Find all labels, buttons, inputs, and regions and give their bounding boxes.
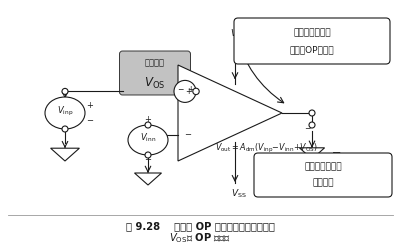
Circle shape xyxy=(62,126,68,132)
Text: $V_{\mathrm{DD}}$: $V_{\mathrm{DD}}$ xyxy=(230,28,248,40)
Circle shape xyxy=(174,80,196,102)
Ellipse shape xyxy=(45,97,85,129)
Circle shape xyxy=(145,122,151,128)
FancyBboxPatch shape xyxy=(234,18,390,64)
Circle shape xyxy=(309,122,315,128)
Polygon shape xyxy=(178,65,282,161)
Text: −: − xyxy=(144,155,152,164)
Text: +: + xyxy=(185,87,191,96)
Text: $V_{\mathrm{inn}}$: $V_{\mathrm{inn}}$ xyxy=(140,132,156,144)
FancyBboxPatch shape xyxy=(254,153,392,197)
Text: 失调电压的极性: 失调电压的极性 xyxy=(304,163,342,172)
Text: $V_{\mathrm{OS}}$: $V_{\mathrm{OS}}$ xyxy=(144,75,166,91)
Text: 没有失调电压的: 没有失调电压的 xyxy=(293,28,331,37)
Text: −: − xyxy=(184,130,192,139)
Text: $V_{\mathrm{SS}}$: $V_{\mathrm{SS}}$ xyxy=(231,187,247,199)
Text: $V_{\mathrm{out}}{=}A_{\mathrm{dm}}(V_{\mathrm{inp}}{-}V_{\mathrm{inn}}{+}V_{\ma: $V_{\mathrm{out}}{=}A_{\mathrm{dm}}(V_{\… xyxy=(215,141,318,155)
Ellipse shape xyxy=(128,125,168,155)
Text: 失调电压: 失调电压 xyxy=(145,59,165,67)
Text: +: + xyxy=(145,116,152,124)
Text: $V_{\mathrm{inp}}$: $V_{\mathrm{inp}}$ xyxy=(57,104,73,118)
Text: +: + xyxy=(87,100,93,110)
FancyBboxPatch shape xyxy=(119,51,190,95)
Circle shape xyxy=(145,152,151,158)
Text: −: − xyxy=(304,124,310,133)
Text: 可正可负: 可正可负 xyxy=(312,178,334,187)
Text: 图 9.28    理想的 OP 放大器与存在失调电压: 图 9.28 理想的 OP 放大器与存在失调电压 xyxy=(126,221,274,231)
Text: +: + xyxy=(187,85,193,94)
Text: −: − xyxy=(87,117,93,125)
Circle shape xyxy=(309,110,315,116)
Text: −: − xyxy=(177,85,183,94)
Circle shape xyxy=(193,88,199,94)
Circle shape xyxy=(62,88,68,94)
Text: 理想的OP放大器: 理想的OP放大器 xyxy=(290,45,334,54)
Text: $V_{\mathrm{OS}}$的 OP 放大器: $V_{\mathrm{OS}}$的 OP 放大器 xyxy=(169,231,231,245)
